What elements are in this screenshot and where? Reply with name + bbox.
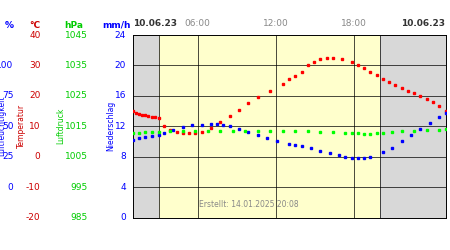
Text: 0: 0 xyxy=(8,182,14,192)
Text: 24: 24 xyxy=(115,30,126,40)
Text: 1035: 1035 xyxy=(65,61,88,70)
Text: 1005: 1005 xyxy=(65,152,88,161)
Text: 12:00: 12:00 xyxy=(263,19,289,28)
Text: 10: 10 xyxy=(29,122,40,131)
Text: 4: 4 xyxy=(121,182,126,192)
Text: 10.06.23: 10.06.23 xyxy=(133,19,177,28)
Text: -20: -20 xyxy=(26,213,40,222)
Text: 985: 985 xyxy=(71,213,88,222)
Text: 0: 0 xyxy=(120,213,126,222)
Text: 995: 995 xyxy=(71,182,88,192)
Text: °C: °C xyxy=(29,20,40,30)
Text: 20: 20 xyxy=(29,91,40,100)
Text: -10: -10 xyxy=(26,182,40,192)
Text: 40: 40 xyxy=(29,30,40,40)
Text: hPa: hPa xyxy=(64,20,83,30)
Text: 16: 16 xyxy=(114,91,126,100)
Text: 8: 8 xyxy=(120,152,126,161)
Text: Niederschlag: Niederschlag xyxy=(106,101,115,151)
Text: 100: 100 xyxy=(0,61,14,70)
Text: Erstellt: 14.01.2025 20:08: Erstellt: 14.01.2025 20:08 xyxy=(198,200,298,209)
Text: Luftdruck: Luftdruck xyxy=(56,108,65,144)
Text: 50: 50 xyxy=(2,122,14,131)
Text: Temperatur: Temperatur xyxy=(17,104,26,148)
Text: 1045: 1045 xyxy=(65,30,88,40)
Text: 1025: 1025 xyxy=(65,91,88,100)
Text: 30: 30 xyxy=(29,61,40,70)
Text: 12: 12 xyxy=(115,122,126,131)
Text: Luftfeuchtigkeit: Luftfeuchtigkeit xyxy=(0,96,7,156)
Text: 25: 25 xyxy=(2,152,13,161)
Text: 1015: 1015 xyxy=(65,122,88,131)
Text: 06:00: 06:00 xyxy=(185,19,211,28)
Bar xyxy=(133,35,159,218)
Text: %: % xyxy=(4,20,13,30)
Text: 10.06.23: 10.06.23 xyxy=(401,19,446,28)
Text: 18:00: 18:00 xyxy=(341,19,367,28)
Text: 75: 75 xyxy=(2,91,14,100)
Text: 20: 20 xyxy=(115,61,126,70)
Bar xyxy=(380,35,446,218)
Text: 0: 0 xyxy=(35,152,40,161)
Text: mm/h: mm/h xyxy=(102,20,130,30)
